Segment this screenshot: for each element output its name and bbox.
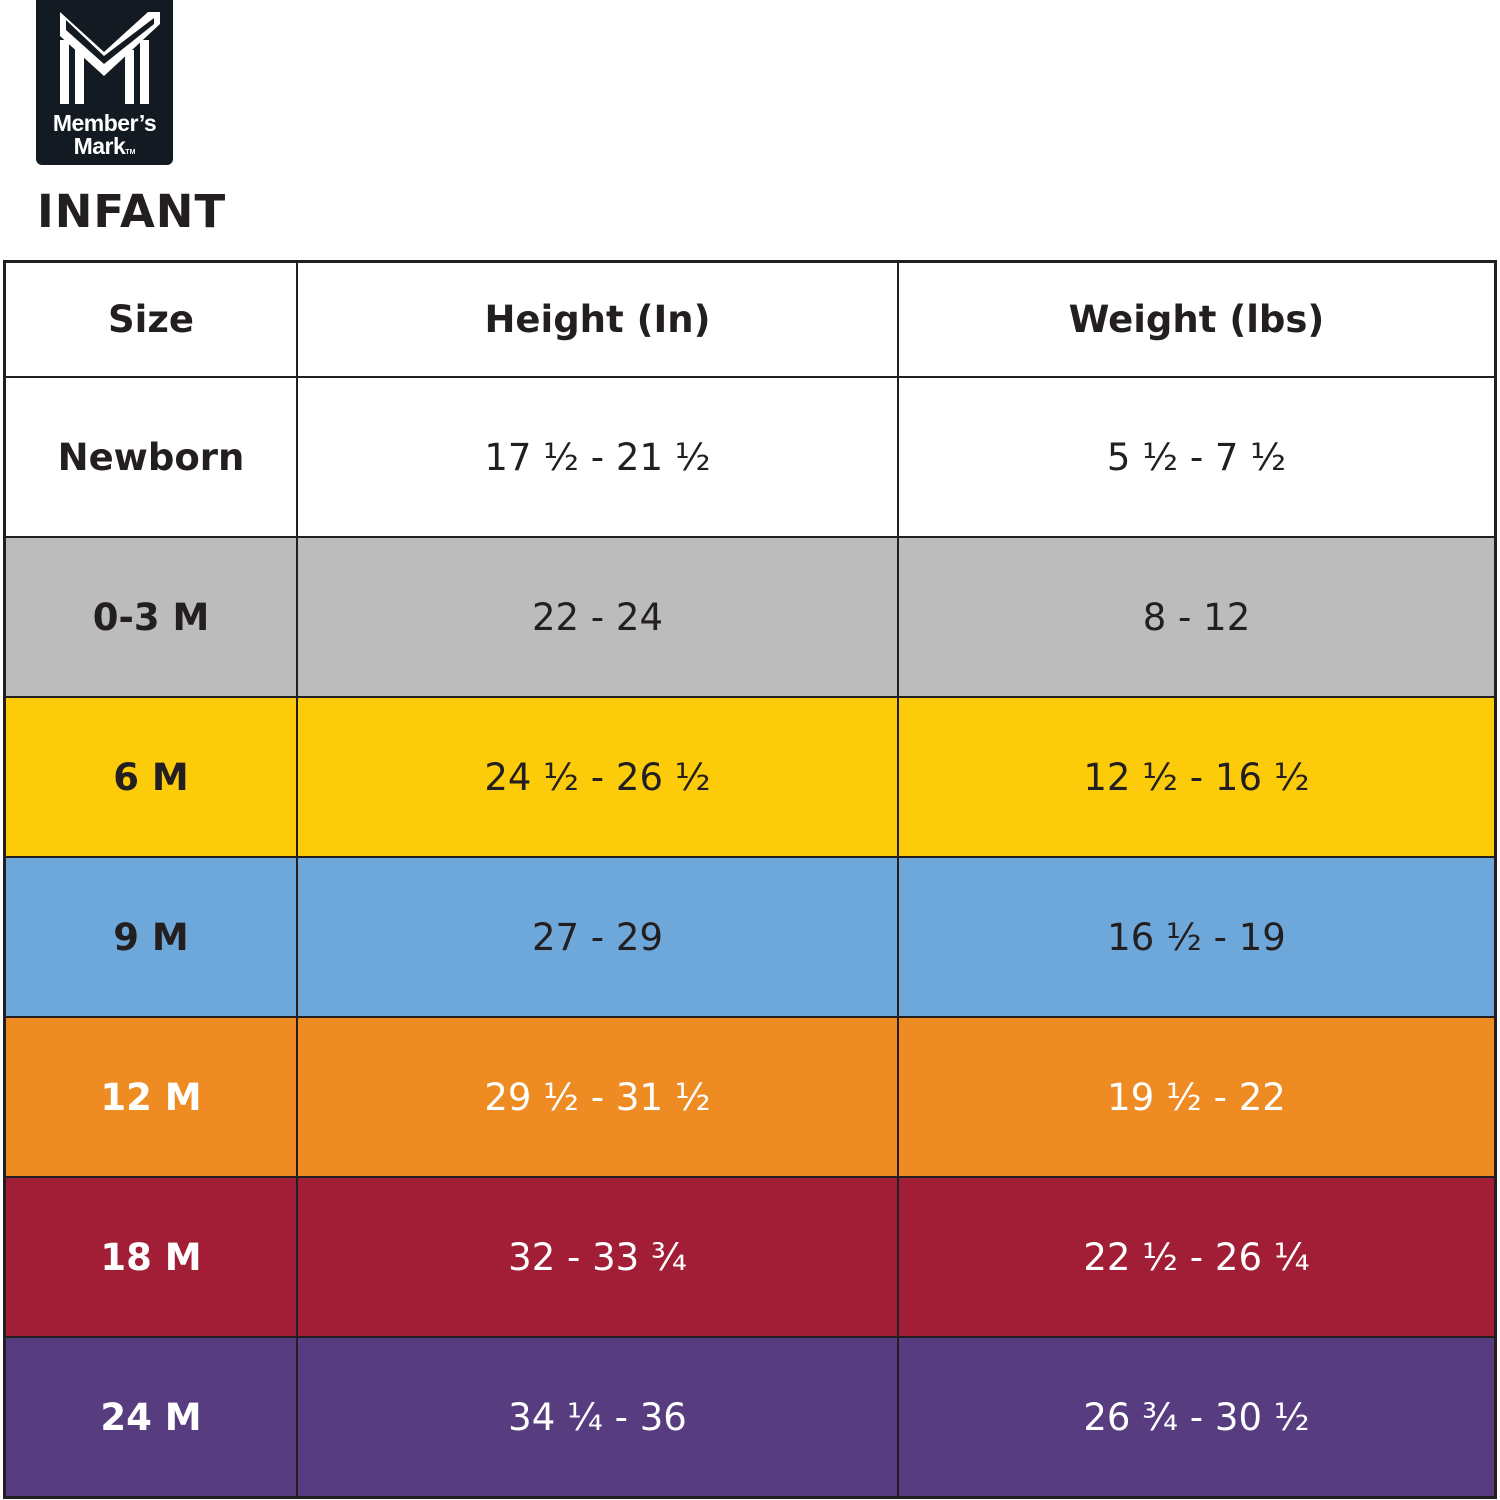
height-cell: 29 ½ - 31 ½: [296, 1016, 899, 1178]
table-header-row: Size Height (In) Weight (lbs): [3, 260, 1497, 378]
height-cell: 32 - 33 ¾: [296, 1176, 899, 1338]
m-logo-icon: [60, 12, 160, 104]
size-cell: 12 M: [3, 1016, 298, 1178]
size-cell: 18 M: [3, 1176, 298, 1338]
size-cell: 24 M: [3, 1336, 298, 1499]
height-cell: 34 ¼ - 36: [296, 1336, 899, 1499]
weight-cell: 26 ¾ - 30 ½: [897, 1336, 1497, 1499]
header-weight: Weight (lbs): [897, 260, 1497, 378]
weight-cell: 16 ½ - 19: [897, 856, 1497, 1018]
trademark: TM: [125, 149, 136, 156]
weight-cell: 8 - 12: [897, 536, 1497, 698]
members-mark-logo: Member’s MarkTM: [36, 0, 173, 165]
size-cell: 0-3 M: [3, 536, 298, 698]
logo-text-line1: Member’s: [52, 110, 157, 136]
weight-cell: 19 ½ - 22: [897, 1016, 1497, 1178]
table-row: 9 M 27 - 29 16 ½ - 19: [3, 856, 1497, 1018]
weight-cell: 22 ½ - 26 ¼: [897, 1176, 1497, 1338]
weight-cell: 12 ½ - 16 ½: [897, 696, 1497, 858]
logo-text-line2: MarkTM: [36, 134, 173, 165]
table-row: 6 M 24 ½ - 26 ½ 12 ½ - 16 ½: [3, 696, 1497, 858]
height-cell: 24 ½ - 26 ½: [296, 696, 899, 858]
height-cell: 27 - 29: [296, 856, 899, 1018]
size-cell: 9 M: [3, 856, 298, 1018]
size-cell: 6 M: [3, 696, 298, 858]
table-row: 0-3 M 22 - 24 8 - 12: [3, 536, 1497, 698]
size-cell: Newborn: [3, 376, 298, 538]
page-title: INFANT: [37, 185, 227, 238]
height-cell: 17 ½ - 21 ½: [296, 376, 899, 538]
header-size: Size: [3, 260, 298, 378]
table-row: 24 M 34 ¼ - 36 26 ¾ - 30 ½: [3, 1336, 1497, 1499]
table-row: 18 M 32 - 33 ¾ 22 ½ - 26 ¼: [3, 1176, 1497, 1338]
height-cell: 22 - 24: [296, 536, 899, 698]
table-row: 12 M 29 ½ - 31 ½ 19 ½ - 22: [3, 1016, 1497, 1178]
size-chart-table: Size Height (In) Weight (lbs) Newborn 17 …: [3, 260, 1497, 1499]
header-height: Height (In): [296, 260, 899, 378]
weight-cell: 5 ½ - 7 ½: [897, 376, 1497, 538]
logo-mark-text: Mark: [73, 133, 126, 159]
